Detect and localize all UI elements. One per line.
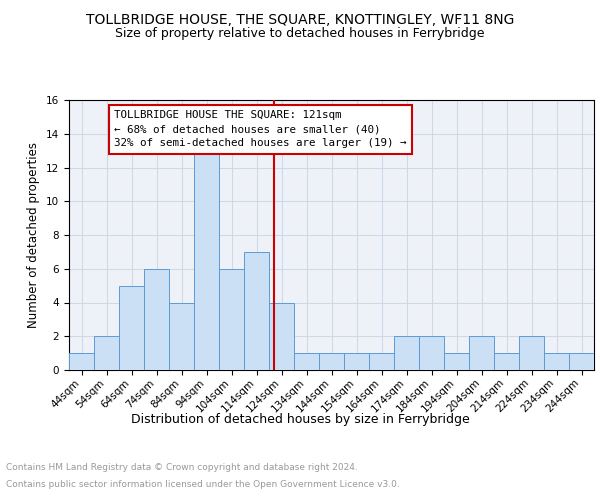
- Text: TOLLBRIDGE HOUSE THE SQUARE: 121sqm
← 68% of detached houses are smaller (40)
32: TOLLBRIDGE HOUSE THE SQUARE: 121sqm ← 68…: [114, 110, 407, 148]
- Bar: [269, 302, 294, 370]
- Bar: [569, 353, 594, 370]
- Bar: [469, 336, 494, 370]
- Bar: [244, 252, 269, 370]
- Bar: [219, 269, 244, 370]
- Text: Distribution of detached houses by size in Ferrybridge: Distribution of detached houses by size …: [131, 412, 469, 426]
- Bar: [119, 286, 144, 370]
- Bar: [344, 353, 369, 370]
- Bar: [94, 336, 119, 370]
- Bar: [394, 336, 419, 370]
- Text: Contains public sector information licensed under the Open Government Licence v3: Contains public sector information licen…: [6, 480, 400, 489]
- Text: Size of property relative to detached houses in Ferrybridge: Size of property relative to detached ho…: [115, 28, 485, 40]
- Bar: [69, 353, 94, 370]
- Bar: [194, 150, 219, 370]
- Bar: [519, 336, 544, 370]
- Bar: [419, 336, 444, 370]
- Bar: [144, 269, 169, 370]
- Y-axis label: Number of detached properties: Number of detached properties: [28, 142, 40, 328]
- Bar: [369, 353, 394, 370]
- Text: TOLLBRIDGE HOUSE, THE SQUARE, KNOTTINGLEY, WF11 8NG: TOLLBRIDGE HOUSE, THE SQUARE, KNOTTINGLE…: [86, 12, 514, 26]
- Bar: [444, 353, 469, 370]
- Bar: [294, 353, 319, 370]
- Bar: [169, 302, 194, 370]
- Bar: [494, 353, 519, 370]
- Text: Contains HM Land Registry data © Crown copyright and database right 2024.: Contains HM Land Registry data © Crown c…: [6, 462, 358, 471]
- Bar: [319, 353, 344, 370]
- Bar: [544, 353, 569, 370]
